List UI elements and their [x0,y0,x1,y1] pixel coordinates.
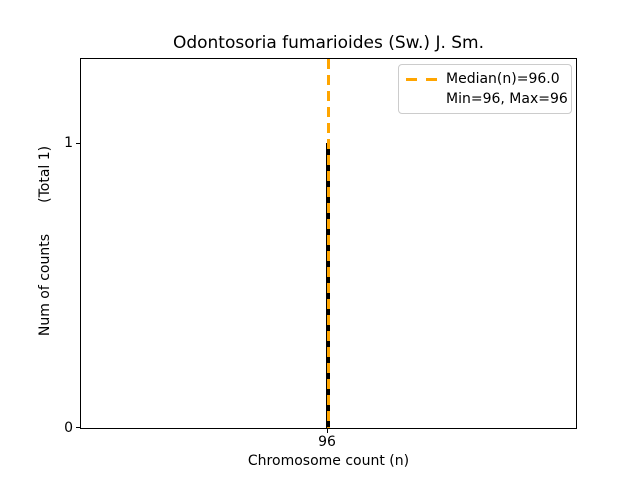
median-line [326,59,330,428]
ytick-label-1: 1 [64,135,73,151]
legend: Median(n)=96.0 Min=96, Max=96 [398,64,572,114]
ytick-label-0: 0 [64,420,73,436]
median-dashed-line-legend-handle [406,77,437,81]
legend-row-minmax: Min=96, Max=96 [406,89,568,109]
ytick-mark-1 [76,143,80,144]
legend-row-median: Median(n)=96.0 [406,69,564,89]
y-axis-label: Num of counts (Total 1) [37,145,53,337]
ytick-mark-0 [76,427,80,428]
x-axis-label: Chromosome count (n) [247,453,410,469]
xtick-label-96: 96 [318,434,336,450]
empty-legend-handle [406,98,437,101]
xtick-mark-96 [327,429,328,433]
legend-label-median: Median(n)=96.0 [446,71,560,87]
legend-label-minmax: Min=96, Max=96 [446,91,568,107]
chart-title: Odontosoria fumarioides (Sw.) J. Sm. [172,33,485,53]
